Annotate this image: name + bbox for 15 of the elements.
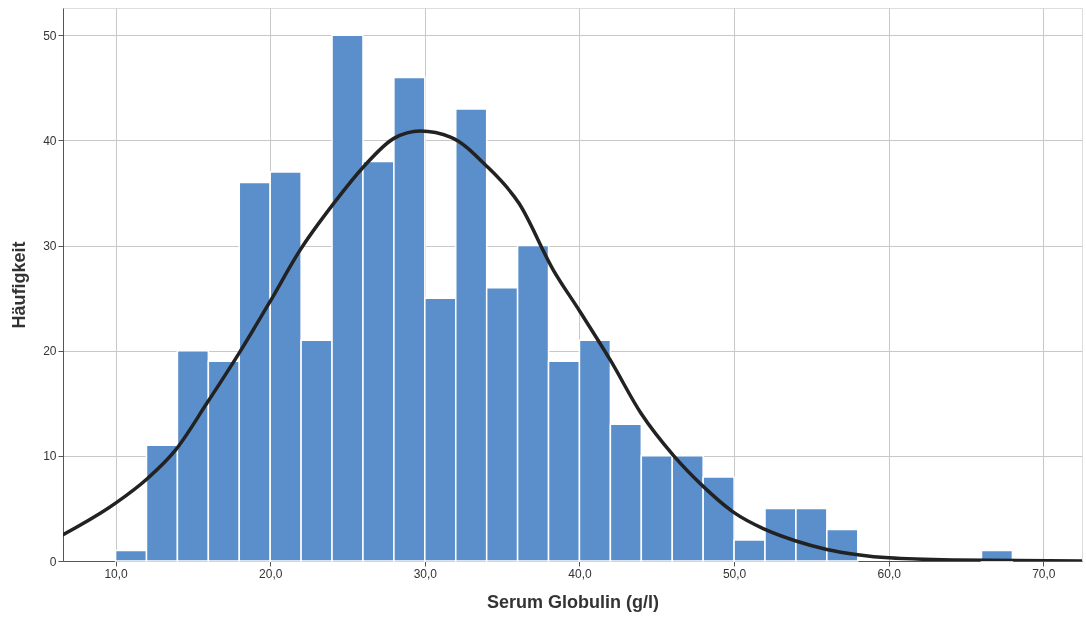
x-axis-title: Serum Globulin (g/l): [487, 591, 659, 612]
x-tick-label: 10,0: [104, 566, 129, 581]
x-tick-label: 30,0: [413, 566, 438, 581]
x-tick-label: 60,0: [877, 566, 902, 581]
y-tick-label: 50: [43, 28, 57, 43]
y-tick-label: 20: [43, 344, 57, 359]
y-tick-label: 30: [43, 239, 57, 254]
y-tick-label: 40: [43, 133, 57, 148]
x-tick-label: 20,0: [259, 566, 283, 581]
y-axis-title: Häufigkeit: [9, 241, 30, 329]
x-tick-label: 40,0: [568, 566, 592, 581]
x-tick-label: 70,0: [1032, 566, 1056, 581]
x-tick-label: 50,0: [722, 566, 747, 581]
y-tick-label: 0: [49, 554, 57, 569]
y-tick-label: 10: [43, 449, 57, 464]
